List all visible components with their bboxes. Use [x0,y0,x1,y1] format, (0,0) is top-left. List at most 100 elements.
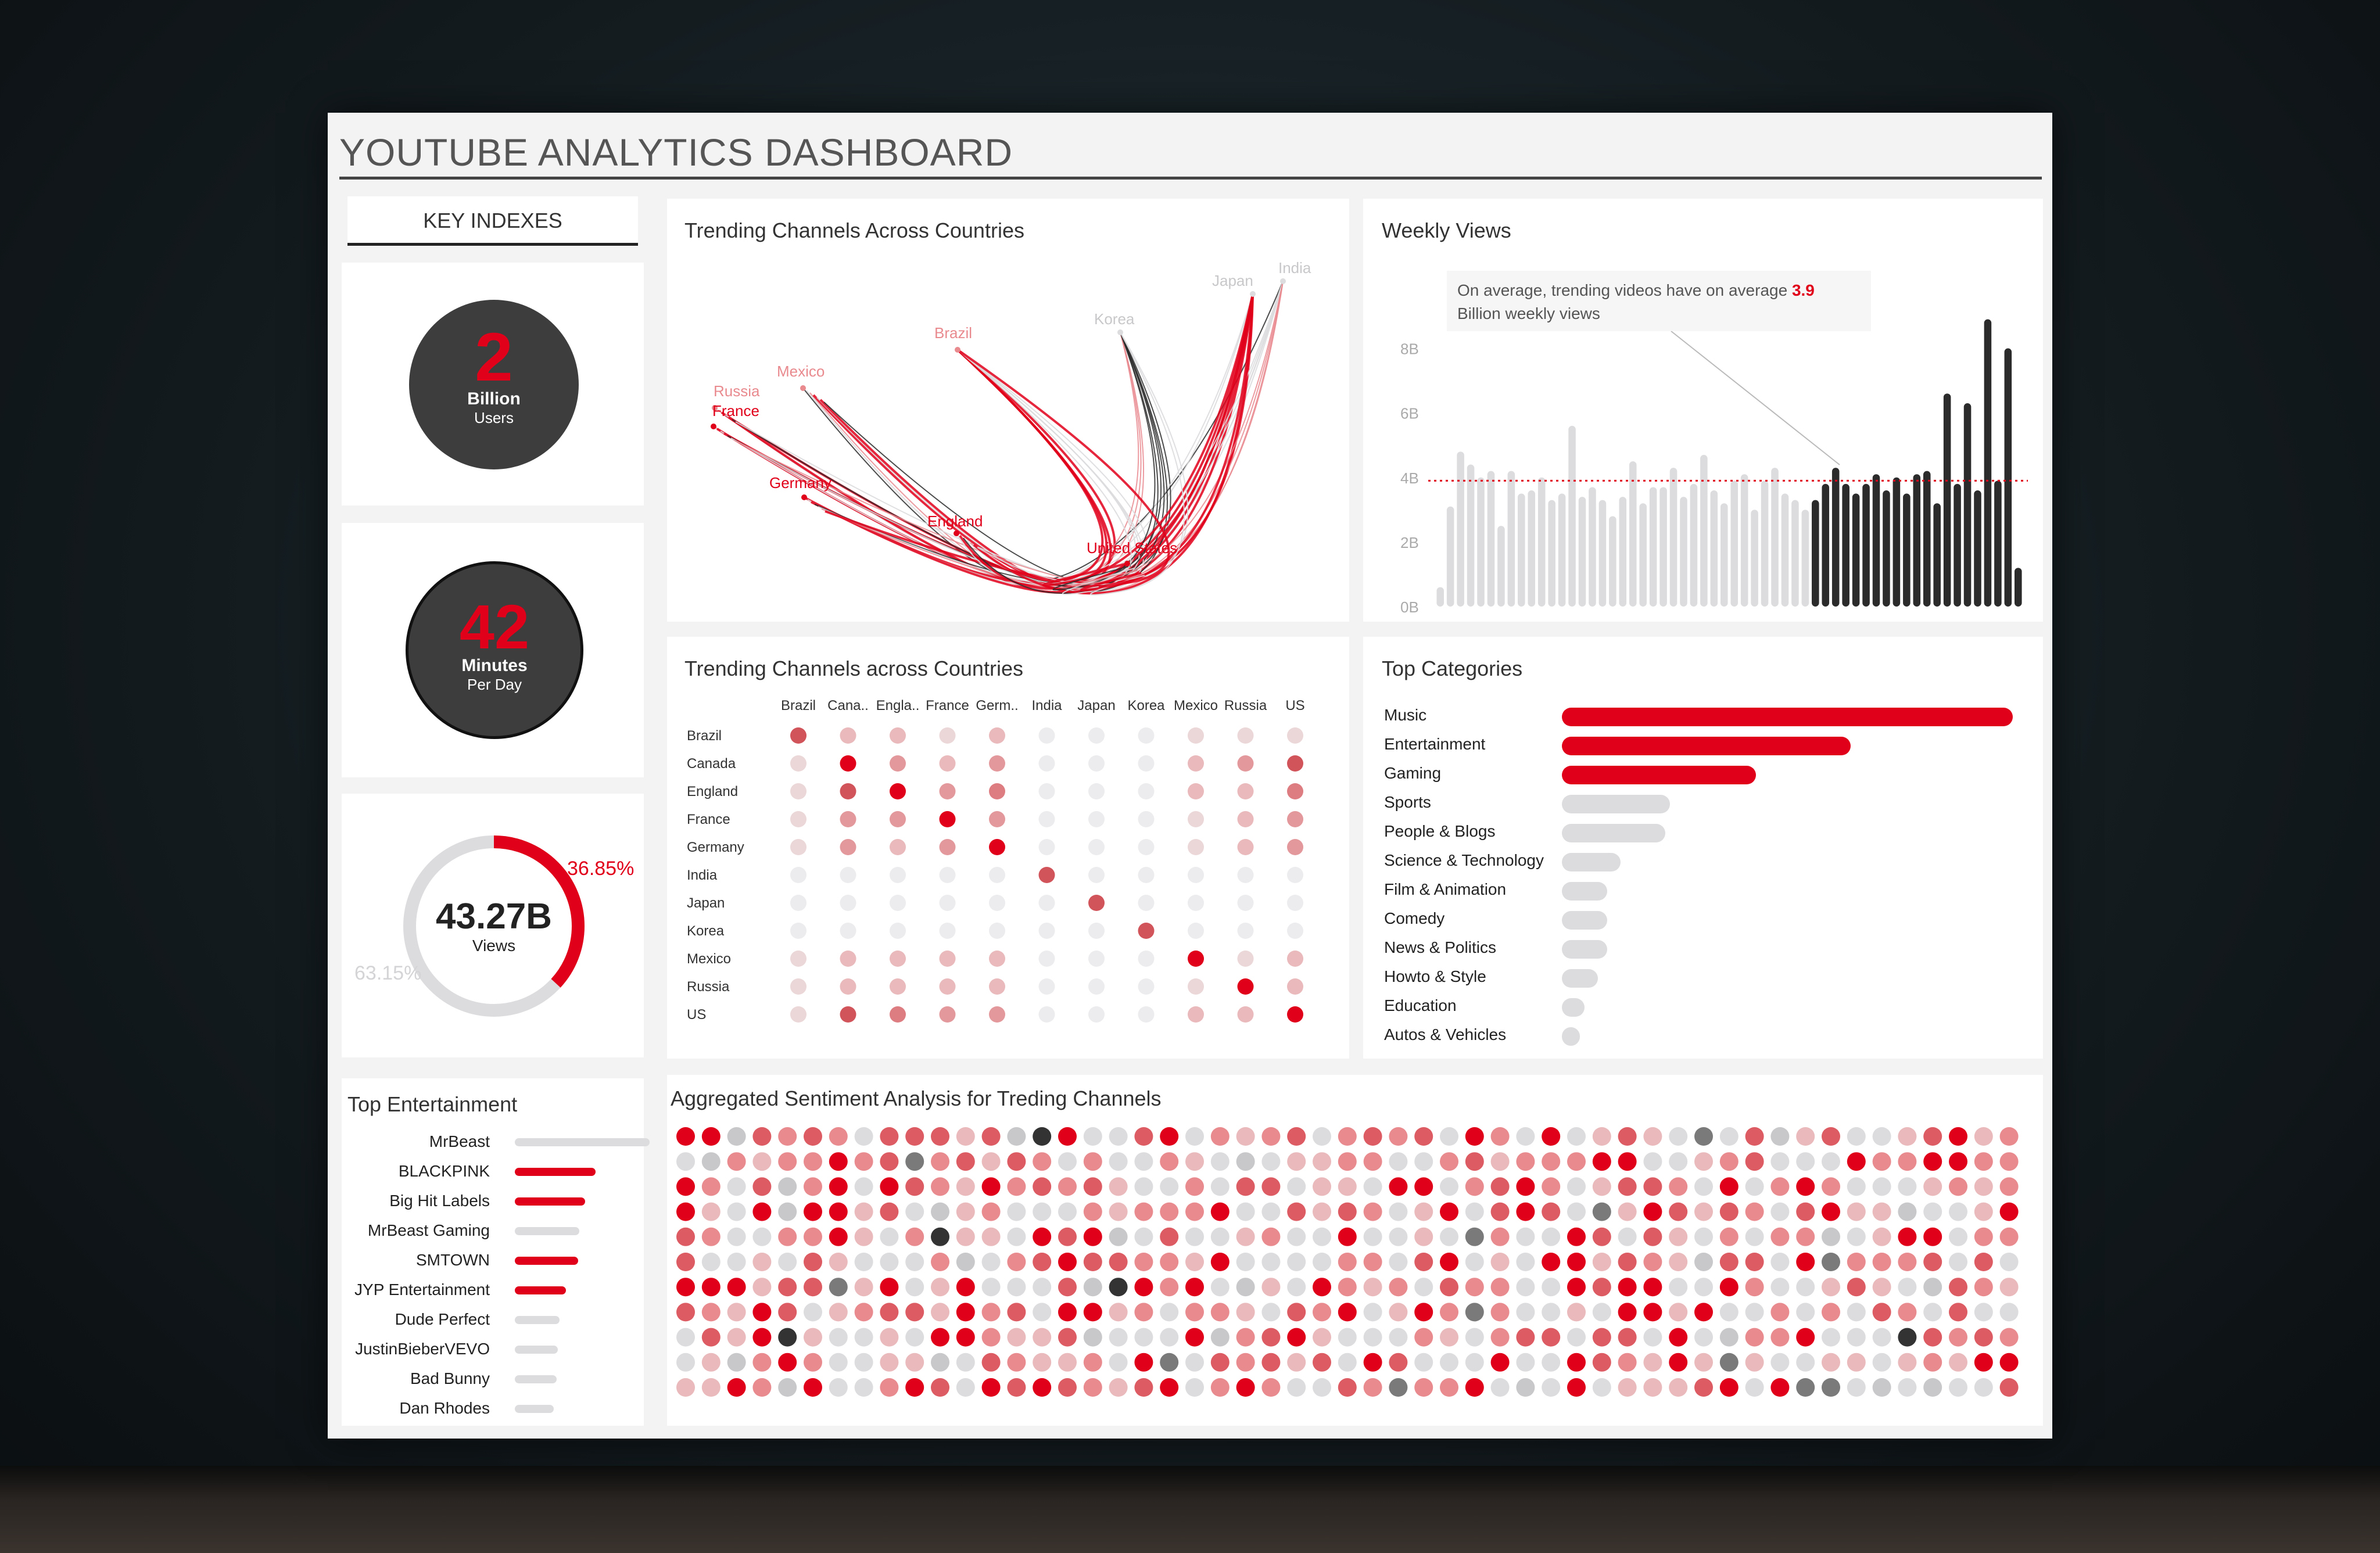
matrix-column-label: Japan [1077,698,1115,713]
sentiment-dot [1083,1127,1102,1146]
minutes-value: 42 [459,591,530,662]
sentiment-dot [778,1328,797,1347]
sentiment-dot [1999,1227,2019,1246]
sentiment-dot [880,1127,899,1146]
sentiment-dot [1872,1303,1891,1322]
weekly-bar [1700,454,1708,607]
category-label: Music [1384,706,1427,724]
sentiment-dot [1999,1353,2019,1372]
sentiment-dot [1592,1253,1611,1271]
sentiment-dot [804,1227,822,1246]
sentiment-dot [752,1177,772,1196]
weekly-bar [1639,503,1647,607]
sentiment-dot [1618,1328,1637,1347]
flow-node [954,530,959,536]
sentiment-dot [1363,1378,1382,1397]
sentiment-dot [1134,1177,1153,1196]
sentiment-dot [829,1353,848,1372]
sentiment-dot [1465,1328,1484,1347]
sentiment-dot [1822,1253,1840,1271]
sentiment-dot [1185,1378,1204,1397]
flow-curve [821,281,1284,594]
sentiment-dot [1770,1328,1790,1347]
flow-node-label: Japan [1212,272,1253,289]
sentiment-dot [1872,1253,1891,1271]
weekly-bar [1669,468,1678,607]
entertainment-bar [515,1346,558,1354]
sentiment-dot [1313,1177,1331,1196]
entertainment-label: JustinBieberVEVO [355,1340,490,1358]
weekly-bar [1974,490,1981,607]
sentiment-dot [1745,1303,1764,1322]
matrix-dot [1038,783,1055,799]
category-bar [1562,824,1666,842]
sentiment-dot [1516,1303,1535,1322]
weekly-bar [1801,510,1809,607]
sentiment-dot [1618,1353,1637,1372]
weekly-bar [1558,493,1566,607]
sentiment-chart [676,1127,2019,1397]
weekly-bar [1740,474,1748,607]
sentiment-dot [880,1152,899,1171]
sentiment-dot [829,1278,848,1297]
sentiment-dot [778,1127,797,1146]
matrix-dot [939,783,956,799]
matrix-dot [1088,951,1105,967]
minutes-unit: Minutes [461,656,528,675]
sentiment-dot [1516,1378,1535,1397]
matrix-dot [1038,951,1055,967]
sentiment-dot [1007,1227,1026,1246]
weekly-bar [1629,461,1637,607]
sentiment-dot [1669,1227,1688,1246]
sentiment-dot [880,1177,899,1196]
sentiment-dot [1236,1202,1255,1221]
weekly-bar [1446,506,1454,607]
sentiment-dot [1465,1253,1484,1271]
weekly-bar [1518,493,1525,607]
sentiment-dot [1542,1227,1561,1246]
sentiment-dot [1007,1152,1026,1171]
sentiment-dot [1567,1127,1586,1146]
entertainment-label: MrBeast Gaming [367,1221,490,1239]
sentiment-dot [880,1253,899,1271]
top-categories-title: Top Categories [1382,657,1523,680]
weekly-bar [1862,483,1870,607]
matrix-dot [1188,923,1204,939]
sentiment-dot [1694,1127,1713,1146]
sentiment-dot [854,1177,873,1196]
sentiment-dot [956,1127,975,1146]
sentiment-dot [1847,1202,1866,1221]
sentiment-dot [981,1278,1001,1297]
matrix-dot [890,978,906,995]
sentiment-dot [1058,1303,1077,1322]
matrix-dot [1088,923,1105,939]
category-label: Film & Animation [1384,880,1507,898]
sentiment-dot [1567,1253,1586,1271]
sentiment-dot [854,1152,873,1171]
matrix-dot [1287,978,1303,995]
sentiment-dot [854,1303,873,1322]
views-donut [403,835,585,1017]
donut-red-arc [403,835,585,1017]
sentiment-dot [1083,1378,1102,1397]
sentiment-dot [854,1127,873,1146]
sentiment-dot [804,1303,822,1322]
sentiment-dot [1898,1353,1917,1372]
matrix-dot [939,727,956,744]
matrix-dot [790,1006,807,1023]
matrix-dot [1038,1006,1055,1023]
sentiment-dot [1592,1278,1611,1297]
matrix-dot [1237,978,1254,995]
sentiment-dot [956,1152,975,1171]
category-bar [1562,853,1621,871]
matrix-dot [890,755,906,772]
matrix-dot [840,895,856,911]
sentiment-dot [905,1378,924,1397]
sentiment-dot [1338,1227,1357,1246]
sentiment-dot [1516,1177,1535,1196]
sentiment-dot [1669,1278,1688,1297]
sentiment-dot [1618,1202,1637,1221]
weekly-bar [1903,493,1911,607]
sentiment-dot [1796,1303,1815,1322]
sentiment-dot [1083,1202,1102,1221]
